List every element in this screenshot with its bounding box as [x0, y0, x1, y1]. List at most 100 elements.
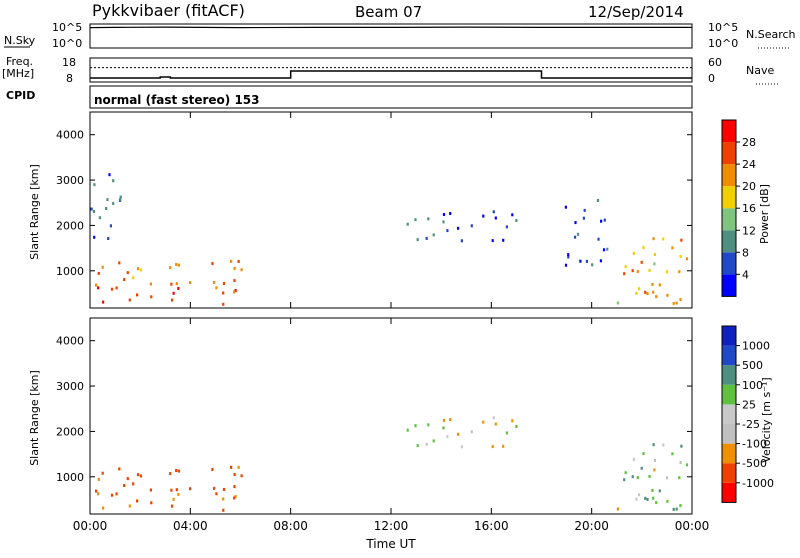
cpid-frame: [89, 85, 693, 109]
heatmap-cell: [170, 282, 173, 286]
power-x-ticks: [89, 112, 693, 308]
heatmap-cell: [642, 246, 645, 250]
heatmap-cell: [511, 213, 514, 217]
nave-tick-hi: 60: [708, 56, 722, 69]
heatmap-cell: [132, 482, 135, 486]
heatmap-cell: [237, 260, 240, 263]
cpid-label: CPID: [6, 89, 35, 102]
heatmap-cell: [599, 259, 602, 263]
colorbar-segment: [722, 463, 736, 483]
heatmap-cell: [662, 237, 665, 241]
velocity-x-ticks: 00:00 04:00 08:00 12:00 16:00 20:00 00:00: [73, 318, 709, 533]
nsearch-label: N.Search: [746, 28, 796, 41]
heatmap-cell: [189, 281, 192, 285]
heatmap-cell: [136, 499, 139, 503]
colorbar-segment: [722, 120, 736, 143]
heatmap-cell: [579, 259, 582, 263]
heatmap-cell: [93, 235, 96, 239]
heatmap-cell: [494, 216, 497, 220]
heatmap-cell: [680, 444, 683, 448]
heatmap-cell: [653, 468, 656, 472]
colorbar-frame: [721, 325, 737, 503]
heatmap-cell: [233, 473, 236, 476]
date-label: 12/Sep/2014: [588, 3, 684, 21]
heatmap-cell: [95, 489, 98, 493]
heatmap-cell: [679, 255, 682, 258]
heatmap-cell: [631, 269, 634, 273]
heatmap-cell: [240, 268, 243, 272]
heatmap-cell: [675, 507, 678, 511]
heatmap-cell: [442, 426, 445, 430]
heatmap-cell: [446, 435, 449, 439]
heatmap-cell: [414, 424, 417, 428]
heatmap-cell: [149, 488, 152, 492]
heatmap-cell: [600, 219, 603, 223]
colorbar-tick-label: 8: [742, 246, 749, 259]
heatmap-cell: [115, 492, 118, 496]
heatmap-cell: [449, 418, 452, 421]
heatmap-cell: [150, 295, 153, 299]
heatmap-cell: [631, 475, 634, 479]
colorbar-tick-label: 25: [742, 398, 756, 411]
heatmap-cell: [511, 419, 514, 423]
heatmap-cell: [213, 486, 216, 490]
colorbar-segment: [722, 443, 736, 464]
heatmap-cell: [150, 501, 153, 505]
colorbar-segment: [722, 424, 736, 444]
heatmap-cell: [460, 239, 463, 243]
freq-label: Freq.: [6, 55, 33, 68]
heatmap-cell: [170, 488, 173, 492]
heatmap-cell: [574, 235, 577, 239]
heatmap-cell: [655, 295, 658, 299]
colorbar-tick-label: 1000: [742, 340, 770, 353]
heatmap-cell: [234, 289, 237, 292]
heatmap-cell: [177, 286, 180, 290]
heatmap-cell: [110, 287, 114, 291]
heatmap-cell: [169, 472, 172, 476]
heatmap-cell: [658, 283, 661, 287]
y-tick-label: 4000: [56, 335, 84, 348]
heatmap-cell: [169, 266, 172, 270]
heatmap-cell: [171, 504, 174, 508]
heatmap-cell: [482, 214, 485, 218]
heatmap-cell: [491, 239, 494, 243]
heatmap-cell: [233, 267, 236, 270]
colorbar-tick-label: -500: [742, 457, 767, 470]
heatmap-cell: [233, 496, 236, 500]
heatmap-cell: [126, 477, 129, 481]
heatmap-cell: [653, 459, 656, 462]
colorbar-tick-label: -100: [742, 438, 767, 451]
heatmap-cell: [123, 484, 126, 487]
x-tick-label: 12:00: [374, 519, 409, 533]
heatmap-cell: [652, 443, 655, 447]
heatmap-cell: [93, 183, 96, 187]
time-axis-label: Time UT: [365, 537, 416, 551]
heatmap-cell: [230, 465, 233, 469]
velocity-colorbar: 1000 500 100 25 -25 -100 -500 -1000: [721, 325, 774, 503]
heatmap-cell: [172, 497, 175, 501]
heatmap-cell: [97, 492, 100, 496]
y-tick-label: 1000: [56, 265, 84, 278]
colorbar-tick-label: 20: [742, 180, 756, 193]
colorbar-tick-label: 16: [742, 202, 756, 215]
freq-tick-hi: 18: [62, 56, 76, 69]
colorbar-tick-label: 100: [742, 379, 763, 392]
heatmap-cell: [416, 238, 419, 242]
heatmap-cell: [652, 496, 655, 500]
colorbar-segment: [722, 326, 736, 346]
freq-frame: [89, 57, 693, 83]
y-tick-label: 2000: [56, 219, 84, 232]
heatmap-cell: [653, 262, 656, 266]
heatmap-cell: [638, 287, 641, 291]
heatmap-cell: [585, 259, 588, 263]
heatmap-cell: [624, 471, 627, 475]
colorbar-tick-label: 500: [742, 359, 763, 372]
velocity-heatmap: [95, 416, 689, 512]
colorbar-segment: [722, 384, 736, 405]
heatmap-cell: [110, 493, 114, 497]
heatmap-cell: [222, 488, 226, 491]
heatmap-cell: [623, 272, 626, 276]
heatmap-cell: [109, 224, 112, 228]
heatmap-cell: [515, 425, 518, 428]
